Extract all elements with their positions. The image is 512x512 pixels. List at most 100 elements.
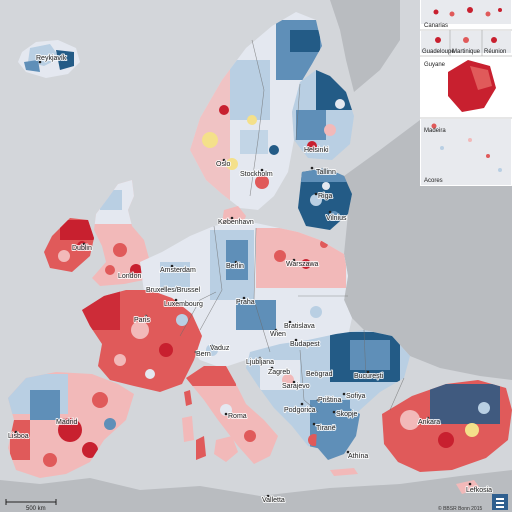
svg-text:Valletta: Valletta xyxy=(262,497,285,504)
city-label-halo: Bern xyxy=(196,351,211,358)
inset-label-martinique: Martinique xyxy=(452,49,481,55)
svg-text:Bratislava: Bratislava xyxy=(284,323,315,330)
scale-bar-label: 500 km xyxy=(26,506,46,512)
cyprus xyxy=(456,480,480,494)
svg-text:Roma: Roma xyxy=(228,413,247,420)
greece xyxy=(316,404,360,460)
svg-text:Vaduz: Vaduz xyxy=(210,345,230,352)
city-label-halo: Budapest xyxy=(290,341,320,348)
city-label-halo: Sofiya xyxy=(346,393,366,400)
city-label-halo: Sarajevo xyxy=(282,383,310,390)
city-label-halo: Athína xyxy=(348,453,368,460)
city-label-halo: Luxembourg xyxy=(164,301,203,308)
sardinia xyxy=(182,416,194,442)
crete xyxy=(330,468,358,476)
city-label-halo: Lefkosia xyxy=(466,487,492,494)
svg-text:Amsterdam: Amsterdam xyxy=(160,267,196,274)
city-label-halo: Vilnius xyxy=(326,215,347,222)
city-label-halo: Lisboa xyxy=(8,433,29,440)
svg-text:Beograd: Beograd xyxy=(306,371,333,378)
city-label-halo: Wien xyxy=(270,331,286,338)
svg-text:Bruxelles/Brussel: Bruxelles/Brussel xyxy=(146,287,201,294)
svg-text:Budapest: Budapest xyxy=(290,341,320,348)
svg-text:Dublin: Dublin xyxy=(72,245,92,252)
city-label-halo: Bruxelles/Brussel xyxy=(146,287,201,294)
svg-text:Warszawa: Warszawa xyxy=(286,261,319,268)
svg-text:London: London xyxy=(118,273,141,280)
svg-text:Ankara: Ankara xyxy=(418,419,440,426)
ireland xyxy=(44,218,94,272)
city-label-halo: Berlin xyxy=(226,263,244,270)
city-label-halo: Madrid xyxy=(56,419,78,426)
svg-text:Zagreb: Zagreb xyxy=(268,369,290,376)
city-label-halo: Riga xyxy=(318,193,333,200)
svg-text:Madrid: Madrid xyxy=(56,419,78,426)
svg-text:Riga: Riga xyxy=(318,193,333,200)
inset-label-canarias: Canarias xyxy=(424,23,448,29)
svg-text:Sofiya: Sofiya xyxy=(346,393,366,400)
scale-bar: 500 km xyxy=(5,499,57,512)
svg-text:Praha: Praha xyxy=(236,299,255,306)
italy xyxy=(186,366,278,464)
city-label-halo: Priština xyxy=(318,397,341,404)
baltic-states xyxy=(298,168,352,230)
svg-text:Lefkosia: Lefkosia xyxy=(466,487,492,494)
city-label-halo: Oslo xyxy=(216,161,231,168)
iberia xyxy=(8,372,134,478)
svg-text:Bern: Bern xyxy=(196,351,211,358)
city-label-halo: Tallinn xyxy=(316,169,336,176)
inset-label-acores: Acores xyxy=(424,178,443,184)
svg-text:Athína: Athína xyxy=(348,453,368,460)
copyright-text: © BBSR Bonn 2015 xyxy=(438,505,482,512)
city-label-halo: Helsinki xyxy=(304,147,329,154)
city-label-halo: Vaduz xyxy=(210,345,230,352)
outermost-regions-insets xyxy=(420,0,512,186)
svg-text:Podgorica: Podgorica xyxy=(284,407,316,414)
city-label-halo: Beograd xyxy=(306,371,333,378)
corsica xyxy=(184,390,192,406)
svg-text:Helsinki: Helsinki xyxy=(304,147,329,154)
inset-label-madeira: Madeira xyxy=(424,128,446,134)
turkey xyxy=(382,380,512,472)
city-label-halo: Ljubljana xyxy=(246,359,274,366)
city-label-halo: Dublin xyxy=(72,245,92,252)
svg-text:Vilnius: Vilnius xyxy=(326,215,347,222)
city-label-halo: Amsterdam xyxy=(160,267,196,274)
inset-labels: Canarias Guadeloupe Martinique Réunion G… xyxy=(422,23,506,184)
svg-text:Paris: Paris xyxy=(134,317,150,324)
svg-text:Tiranë: Tiranë xyxy=(316,425,336,432)
city-label-halo: Zagreb xyxy=(268,369,290,376)
city-label-halo: Reykjavík xyxy=(36,55,67,62)
svg-text:Skopje: Skopje xyxy=(336,411,358,418)
iceland xyxy=(18,40,80,78)
svg-text:Wien: Wien xyxy=(270,331,286,338)
